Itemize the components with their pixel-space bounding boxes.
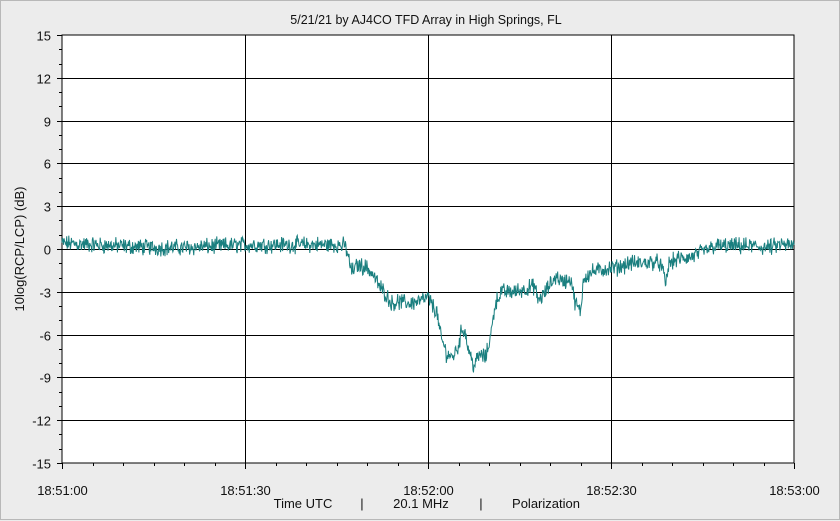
y-tick-label: -12 bbox=[32, 414, 51, 429]
x-axis-label-mode: Polarization bbox=[512, 496, 580, 511]
x-tick-label: 18:51:30 bbox=[220, 483, 271, 498]
x-axis-label-time: Time UTC bbox=[274, 496, 333, 511]
y-tick-label: -9 bbox=[39, 371, 51, 386]
x-axis-label-separator: | bbox=[360, 496, 363, 511]
y-tick-label: -15 bbox=[32, 457, 51, 472]
x-tick-label: 18:51:00 bbox=[37, 483, 88, 498]
y-tick-label: 0 bbox=[44, 243, 51, 258]
y-tick-label: 12 bbox=[37, 72, 51, 87]
y-tick-label: 15 bbox=[37, 29, 51, 44]
x-axis-tick-labels: 18:51:00 18:51:30 18:52:00 18:52:30 18:53:00 bbox=[37, 483, 820, 498]
minor-ticks bbox=[57, 35, 795, 469]
y-tick-label: 6 bbox=[44, 157, 51, 172]
y-axis-label: 10log(RCP/LCP) (dB) bbox=[12, 187, 27, 312]
x-axis-label-separator: | bbox=[479, 496, 482, 511]
chart-title: 5/21/21 by AJ4CO TFD Array in High Sprin… bbox=[290, 13, 561, 27]
y-tick-label: 3 bbox=[44, 200, 51, 215]
x-tick-label: 18:52:00 bbox=[403, 483, 454, 498]
x-tick-label: 18:52:30 bbox=[586, 483, 637, 498]
y-tick-label: -6 bbox=[39, 329, 51, 344]
y-axis-tick-labels: 15 12 9 6 3 0 -3 -6 -9 -12 -15 bbox=[32, 29, 51, 472]
y-tick-label: 9 bbox=[44, 115, 51, 130]
x-tick-label: 18:53:00 bbox=[769, 483, 820, 498]
y-tick-label: -3 bbox=[39, 286, 51, 301]
series-line bbox=[61, 233, 795, 373]
x-axis-label-frequency: 20.1 MHz bbox=[393, 496, 449, 511]
x-axis-label: Time UTC | 20.1 MHz | Polarization bbox=[274, 496, 580, 511]
